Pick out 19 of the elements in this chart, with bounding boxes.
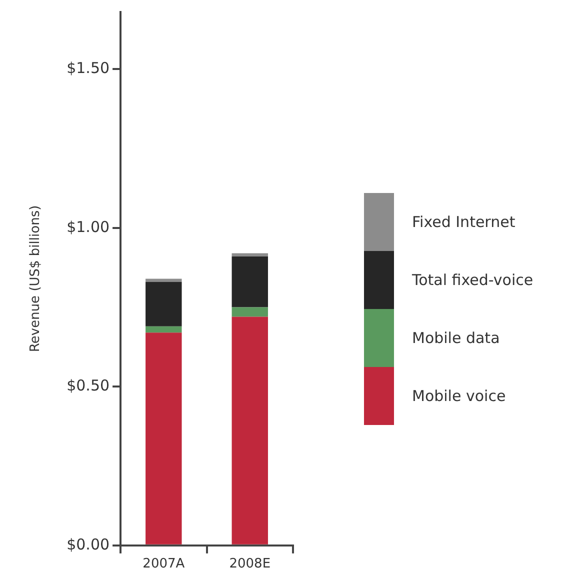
text: Total fixed-voice: [412, 271, 534, 289]
text: Fixed Internet: [412, 213, 516, 231]
bar: [146, 278, 182, 282]
x-tick-label: 2007A: [142, 556, 185, 572]
bar: [146, 326, 182, 333]
y-tick-label: $1.50: [66, 59, 110, 78]
y-axis-title: Revenue (US$ billions): [28, 205, 44, 352]
y-tick-label: $1.00: [66, 218, 110, 236]
bar: [232, 256, 268, 308]
y-tick-label: $0.00: [66, 535, 110, 554]
x-tick-label: 2008E: [229, 556, 271, 572]
bar: [146, 332, 182, 544]
bar: [232, 253, 268, 256]
text: Mobile data: [412, 329, 500, 347]
y-tick-label: $0.50: [66, 376, 110, 395]
bar: [232, 316, 268, 544]
bar: [146, 282, 182, 326]
text: Mobile voice: [412, 387, 506, 405]
bar: [232, 307, 268, 317]
